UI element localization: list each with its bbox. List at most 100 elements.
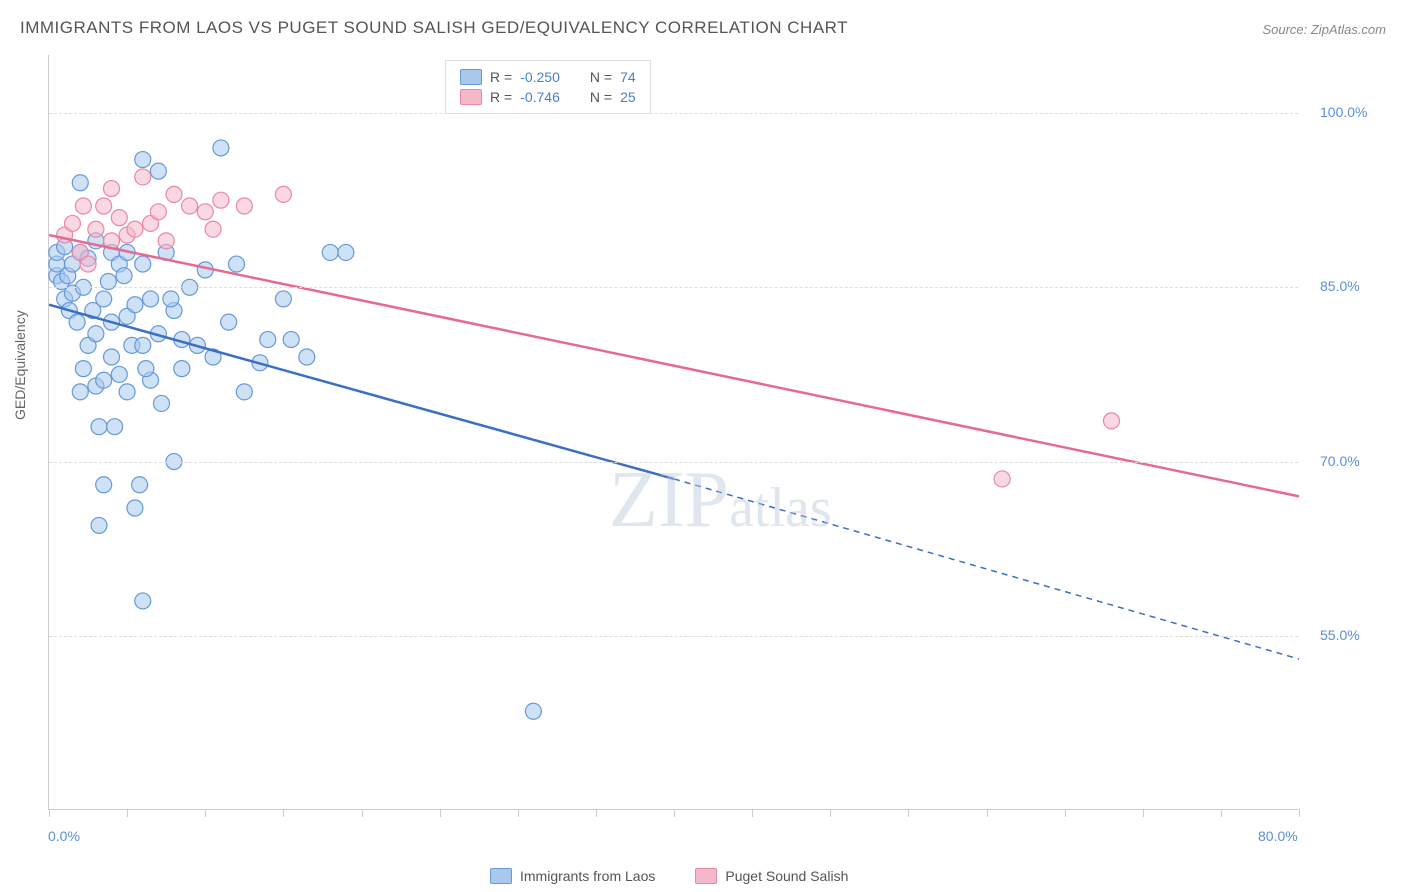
data-point (163, 291, 179, 307)
r-label: R = (490, 69, 512, 85)
data-point (236, 384, 252, 400)
data-point (221, 314, 237, 330)
chart-title: IMMIGRANTS FROM LAOS VS PUGET SOUND SALI… (20, 18, 848, 38)
legend-item: Puget Sound Salish (695, 868, 848, 884)
y-tick-label: 55.0% (1320, 627, 1360, 643)
data-point (72, 175, 88, 191)
data-point (135, 169, 151, 185)
x-tick (830, 809, 831, 817)
x-tick (1143, 809, 1144, 817)
x-tick-label: 80.0% (1258, 828, 1298, 844)
data-point (135, 337, 151, 353)
legend-label: Immigrants from Laos (520, 868, 655, 884)
legend-stat-row: R =-0.250N =74 (460, 67, 636, 87)
x-tick (127, 809, 128, 817)
data-point (182, 198, 198, 214)
data-point (96, 291, 112, 307)
trend-line-dashed (674, 479, 1299, 659)
data-point (111, 366, 127, 382)
x-tick (518, 809, 519, 817)
series-legend: Immigrants from Laos Puget Sound Salish (490, 868, 848, 884)
trend-line (49, 305, 674, 479)
data-point (127, 297, 143, 313)
gridline (49, 287, 1298, 288)
x-tick (1065, 809, 1066, 817)
x-tick (908, 809, 909, 817)
data-point (80, 256, 96, 272)
data-point (96, 198, 112, 214)
r-value: -0.250 (520, 69, 560, 85)
data-point (75, 361, 91, 377)
data-point (174, 361, 190, 377)
data-point (166, 186, 182, 202)
data-point (994, 471, 1010, 487)
data-point (525, 703, 541, 719)
data-point (104, 349, 120, 365)
legend-swatch (695, 868, 717, 884)
correlation-legend: R =-0.250N =74R =-0.746N =25 (445, 60, 651, 114)
data-point (138, 361, 154, 377)
data-point (132, 477, 148, 493)
data-point (143, 291, 159, 307)
n-value: 25 (620, 89, 636, 105)
data-point (135, 152, 151, 168)
r-value: -0.746 (520, 89, 560, 105)
x-tick-label: 0.0% (48, 828, 80, 844)
data-point (338, 244, 354, 260)
data-point (127, 500, 143, 516)
n-label: N = (590, 89, 612, 105)
x-tick (596, 809, 597, 817)
data-point (275, 186, 291, 202)
data-point (127, 221, 143, 237)
data-point (88, 221, 104, 237)
n-value: 74 (620, 69, 636, 85)
data-point (119, 384, 135, 400)
data-point (116, 268, 132, 284)
x-tick (674, 809, 675, 817)
data-point (150, 163, 166, 179)
source-label: Source: (1262, 22, 1310, 37)
r-label: R = (490, 89, 512, 105)
data-point (150, 204, 166, 220)
x-tick (205, 809, 206, 817)
legend-label: Puget Sound Salish (725, 868, 848, 884)
x-tick (752, 809, 753, 817)
x-tick (362, 809, 363, 817)
source-value: ZipAtlas.com (1311, 22, 1386, 37)
source-attribution: Source: ZipAtlas.com (1262, 22, 1386, 37)
data-point (205, 221, 221, 237)
gridline (49, 113, 1298, 114)
data-point (91, 517, 107, 533)
data-point (197, 204, 213, 220)
x-tick (440, 809, 441, 817)
legend-swatch (460, 69, 482, 85)
y-tick-label: 100.0% (1320, 104, 1367, 120)
data-point (107, 419, 123, 435)
legend-swatch (460, 89, 482, 105)
data-point (96, 372, 112, 388)
data-point (229, 256, 245, 272)
x-tick (987, 809, 988, 817)
data-point (236, 198, 252, 214)
y-tick-label: 70.0% (1320, 453, 1360, 469)
trend-line (49, 235, 1299, 496)
plot-area: ZIPatlas (48, 55, 1298, 810)
data-point (75, 198, 91, 214)
data-point (88, 326, 104, 342)
data-point (96, 477, 112, 493)
x-tick (283, 809, 284, 817)
x-tick (1299, 809, 1300, 817)
y-tick-label: 85.0% (1320, 278, 1360, 294)
data-point (135, 256, 151, 272)
data-point (260, 332, 276, 348)
data-point (104, 181, 120, 197)
data-point (299, 349, 315, 365)
x-tick (49, 809, 50, 817)
data-point (322, 244, 338, 260)
legend-item: Immigrants from Laos (490, 868, 655, 884)
y-axis-label: GED/Equivalency (12, 310, 28, 420)
data-point (213, 192, 229, 208)
gridline (49, 462, 1298, 463)
scatter-chart-svg (49, 55, 1299, 810)
data-point (91, 419, 107, 435)
